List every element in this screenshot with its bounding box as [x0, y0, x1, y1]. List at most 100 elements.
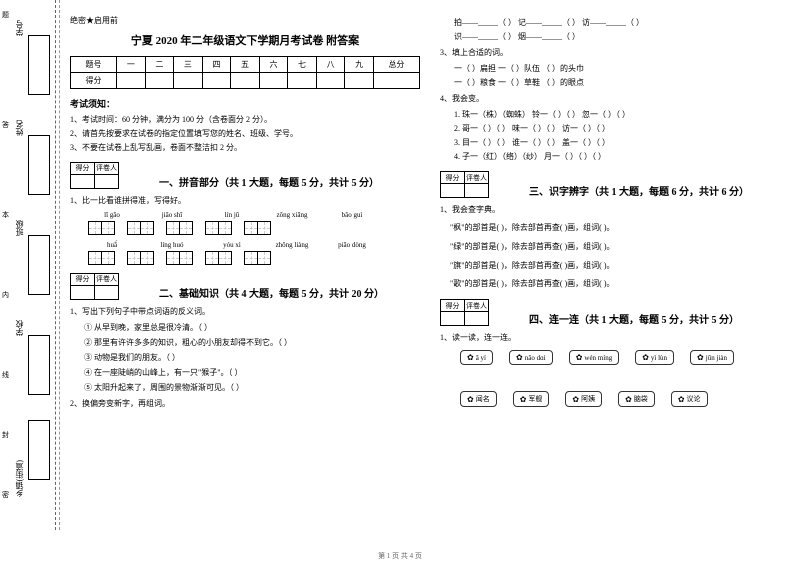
score-cell[interactable] — [373, 73, 419, 89]
rt-q3: 3、填上合适的词。 — [440, 47, 790, 59]
pinyin-row-2: huā́ líng huó yóu xì zhǒng liàng piāo dò… — [88, 241, 420, 249]
marker-cell[interactable] — [441, 312, 465, 326]
py-2-0: huā́ — [88, 241, 136, 249]
notice-2: 2、请首先按要求在试卷的指定位置填写您的姓名、班级、学号。 — [70, 128, 420, 139]
score-cell[interactable] — [145, 73, 174, 89]
s2-item-0: ① 从早到晚，家里总是很冷清。（ ） — [84, 322, 420, 334]
binding-box-2 — [28, 235, 50, 295]
tz[interactable] — [88, 221, 115, 235]
score-h-9: 九 — [345, 57, 374, 73]
page-footer: 第 1 页 共 4 页 — [0, 551, 800, 561]
q3-line-0: 一（ ）扁担 一（ ）队伍 （ ）的头巾 — [454, 63, 790, 75]
tz[interactable] — [205, 251, 232, 265]
score-cell[interactable] — [174, 73, 203, 89]
tz[interactable] — [244, 221, 271, 235]
py-2-2: yóu xì — [208, 241, 256, 249]
page-content: 绝密★启用前 宁夏 2020 年二年级语文下学期月考试卷 附答案 题号 一 二 … — [70, 15, 790, 414]
ly-label: nǎo dɑi — [525, 354, 546, 362]
left-column: 绝密★启用前 宁夏 2020 年二年级语文下学期月考试卷 附答案 题号 一 二 … — [70, 15, 420, 414]
section2-title: 二、基础知识（共 4 大题，每题 5 分，共计 20 分） — [159, 285, 384, 300]
tianzige-row-2 — [88, 251, 420, 265]
tz[interactable] — [166, 221, 193, 235]
score-h-4: 四 — [202, 57, 231, 73]
flower-icon: ✿ — [642, 353, 649, 362]
ly-box[interactable]: ✿jūn jiàn — [690, 350, 734, 365]
marker-h-1: 评卷人 — [465, 300, 489, 312]
section4-bar: 得分评卷人 四、连一连（共 1 大题，每题 5 分，共计 5 分） — [440, 299, 790, 326]
score-h-0: 题号 — [71, 57, 117, 73]
score-cell[interactable] — [316, 73, 345, 89]
marker-h-1: 评卷人 — [95, 162, 119, 174]
tz[interactable] — [244, 251, 271, 265]
ly-box[interactable]: ✿军舰 — [513, 391, 550, 407]
tz[interactable] — [166, 251, 193, 265]
char-line-1: 识——_____（ ） 烟——_____（ ） — [454, 31, 790, 43]
ly-box[interactable]: ✿议论 — [671, 391, 708, 407]
ly-box[interactable]: ✿ā yí — [460, 350, 493, 365]
ly-label: 闻名 — [476, 394, 490, 404]
pinyin-row-1: lǐ gāo jiāo shī lín jū zǒng xiāng bǎo gu… — [88, 211, 420, 219]
s2-item-1: ② 那里有许许多多的知识，粗心的小朋友却得不到它。（ ） — [84, 337, 420, 349]
binding-label-2: 班级 — [14, 220, 25, 236]
ly-label: wén míng — [584, 354, 612, 362]
marker-cell[interactable] — [465, 184, 489, 198]
ly-label: ā yí — [476, 354, 486, 362]
tz[interactable] — [88, 251, 115, 265]
marker-cell[interactable] — [95, 174, 119, 188]
marker-cell[interactable] — [71, 285, 95, 299]
py-2-4: piāo dòng — [328, 241, 376, 249]
score-h-10: 总分 — [373, 57, 419, 73]
section2-bar: 得分评卷人 二、基础知识（共 4 大题，每题 5 分，共计 20 分） — [70, 273, 420, 300]
flower-icon: ✿ — [520, 395, 527, 404]
score-row-label: 得分 — [71, 73, 117, 89]
secret-label: 绝密★启用前 — [70, 15, 420, 26]
tz[interactable] — [205, 221, 232, 235]
py-2-3: zhǒng liàng — [268, 241, 316, 249]
marker-h-1: 评卷人 — [465, 172, 489, 184]
score-cell[interactable] — [345, 73, 374, 89]
tz[interactable] — [127, 221, 154, 235]
section4-title: 四、连一连（共 1 大题，每题 5 分，共计 5 分） — [529, 311, 739, 326]
ly-box[interactable]: ✿wén míng — [569, 350, 620, 365]
tz[interactable] — [127, 251, 154, 265]
section3-title: 三、识字辨字（共 1 大题，每题 6 分，共计 6 分） — [529, 183, 749, 198]
marker-cell[interactable] — [95, 285, 119, 299]
section3-bar: 得分评卷人 三、识字辨字（共 1 大题，每题 6 分，共计 6 分） — [440, 171, 790, 198]
score-cell[interactable] — [288, 73, 317, 89]
binding-margin: 学号 姓名 班级 学校 乡镇(街道) 题 本 内 线 封 密 答 — [0, 0, 60, 530]
marker-cell[interactable] — [465, 312, 489, 326]
score-cell[interactable] — [231, 73, 260, 89]
s2-item-2: ③ 动物是我们的朋友。（ ） — [84, 352, 420, 364]
q4-line-3: 4. 子一（红）（络）（纱） 月一（ ）（ ）（ ） — [454, 151, 790, 163]
marker-table-3: 得分评卷人 — [440, 171, 489, 198]
marker-h-1: 评卷人 — [95, 273, 119, 285]
notice-header: 考试须知： — [70, 97, 420, 110]
score-cell[interactable] — [117, 73, 146, 89]
marker-cell[interactable] — [441, 184, 465, 198]
ly-box[interactable]: ✿脑袋 — [618, 391, 655, 407]
py-1-1: jiāo shī — [148, 211, 196, 219]
ly-box[interactable]: ✿yì lùn — [635, 350, 674, 365]
score-value-row: 得分 — [71, 73, 420, 89]
ly-box[interactable]: ✿闻名 — [460, 391, 497, 407]
marker-cell[interactable] — [71, 174, 95, 188]
s3-line-2: "旗"的部首是( )，除去部首再查( )画，组词( )。 — [450, 260, 790, 273]
py-1-4: bǎo guì — [328, 211, 376, 219]
score-h-8: 八 — [316, 57, 345, 73]
marker-h-0: 得分 — [441, 300, 465, 312]
marker-table-2: 得分评卷人 — [70, 273, 119, 300]
ly-box[interactable]: ✿阿姨 — [565, 391, 602, 407]
flower-icon: ✿ — [516, 353, 523, 362]
section1-title: 一、拼音部分（共 1 大题，每题 5 分，共计 5 分） — [159, 174, 379, 189]
score-cell[interactable] — [259, 73, 288, 89]
rt-q4: 4、我会变。 — [440, 93, 790, 105]
score-table: 题号 一 二 三 四 五 六 七 八 九 总分 得分 — [70, 56, 420, 89]
side-mark-0: 本 — [2, 210, 9, 220]
score-cell[interactable] — [202, 73, 231, 89]
section2-q1: 1、写出下列句子中带点词语的反义词。 — [70, 306, 420, 318]
s3-line-3: "歌"的部首是( )，除去部首再查( )画，组词( )。 — [450, 278, 790, 291]
ly-box[interactable]: ✿nǎo dɑi — [509, 350, 553, 365]
char-line-0: 拍——_____（ ） 记——_____（ ） 访——_____（ ） — [454, 17, 790, 29]
flower-icon: ✿ — [678, 395, 685, 404]
exam-title: 宁夏 2020 年二年级语文下学期月考试卷 附答案 — [70, 32, 420, 48]
